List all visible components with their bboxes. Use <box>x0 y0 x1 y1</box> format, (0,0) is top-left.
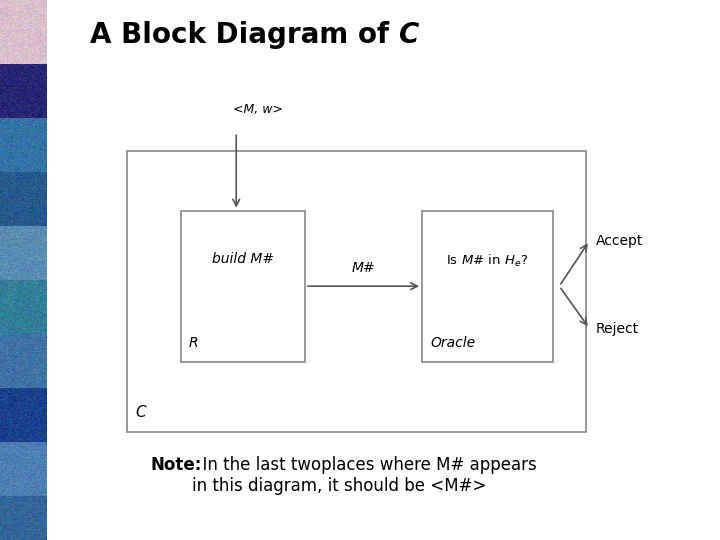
Text: A Block Diagram of: A Block Diagram of <box>90 21 399 49</box>
Text: R: R <box>189 336 199 350</box>
Text: In the last twoplaces where M# appears
in this diagram, it should be <M#>: In the last twoplaces where M# appears i… <box>192 456 537 495</box>
Bar <box>181 211 305 362</box>
Text: Accept: Accept <box>596 234 644 248</box>
Text: Oracle: Oracle <box>430 336 475 350</box>
Text: C: C <box>135 405 146 420</box>
Text: C: C <box>399 21 419 49</box>
Bar <box>422 211 553 362</box>
Text: build M#: build M# <box>212 252 274 266</box>
Text: M#: M# <box>351 261 375 275</box>
Text: Reject: Reject <box>596 321 639 335</box>
Text: Note:: Note: <box>151 456 202 474</box>
Text: Is $M$# in $H_e$?: Is $M$# in $H_e$? <box>446 252 528 268</box>
Text: <M, w>: <M, w> <box>233 103 283 116</box>
Bar <box>127 151 586 432</box>
